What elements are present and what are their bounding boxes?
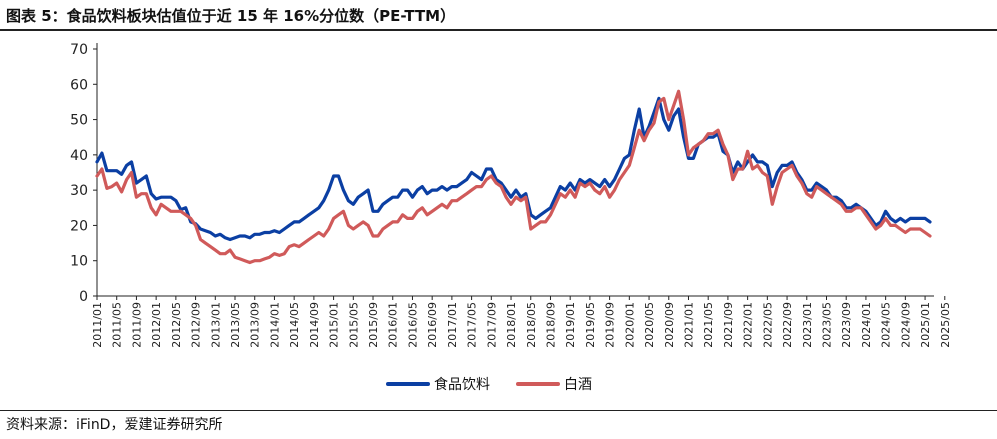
x-tick-label: 2025/05 (939, 302, 952, 348)
bottom-rule (0, 410, 997, 411)
x-tick-label: 2016/01 (387, 302, 400, 348)
x-tick-label: 2025/01 (919, 302, 932, 348)
x-tick-label: 2013/09 (249, 302, 262, 348)
x-tick-label: 2011/01 (91, 302, 104, 348)
y-tick-label: 20 (70, 218, 88, 234)
x-tick-label: 2017/05 (466, 302, 479, 348)
x-tick-label: 2019/01 (564, 302, 577, 348)
source-note: 资料来源：iFinD，爱建证券研究所 (6, 417, 223, 433)
y-tick-label: 0 (79, 289, 88, 305)
x-tick-label: 2018/05 (525, 302, 538, 348)
x-tick-label: 2016/09 (426, 302, 439, 348)
x-tick-label: 2011/09 (130, 302, 143, 348)
x-tick-label: 2018/01 (505, 302, 518, 348)
x-tick-label: 2018/09 (544, 302, 557, 348)
x-tick-label: 2013/01 (209, 302, 222, 348)
x-tick-label: 2015/01 (328, 302, 341, 348)
y-tick-label: 50 (70, 113, 88, 129)
y-tick-label: 60 (70, 77, 88, 93)
x-tick-label: 2017/01 (446, 302, 459, 348)
x-tick-label: 2021/01 (682, 302, 695, 348)
x-tick-label: 2022/05 (761, 302, 774, 348)
x-tick-label: 2023/05 (820, 302, 833, 348)
series-line-food-beverage (95, 96, 932, 242)
y-tick-label: 40 (70, 148, 88, 164)
x-tick-label: 2024/09 (899, 302, 912, 348)
x-tick-label: 2019/09 (604, 302, 617, 348)
x-tick-label: 2020/09 (663, 302, 676, 348)
x-tick-label: 2012/05 (170, 302, 183, 348)
x-tick-label: 2012/09 (190, 302, 203, 348)
x-tick-label: 2011/05 (111, 302, 124, 348)
y-tick-label: 30 (70, 183, 88, 199)
y-tick-label: 70 (70, 42, 88, 58)
x-tick-label: 2021/09 (722, 302, 735, 348)
series-line-baijiu (95, 89, 932, 265)
x-tick-label: 2014/01 (268, 302, 281, 348)
x-tick-label: 2024/05 (880, 302, 893, 348)
x-tick-label: 2017/09 (485, 302, 498, 348)
x-tick-label: 2020/05 (643, 302, 656, 348)
x-tick-label: 2013/05 (229, 302, 242, 348)
x-tick-label: 2019/05 (584, 302, 597, 348)
x-tick-label: 2023/01 (801, 302, 814, 348)
top-rule (0, 29, 997, 31)
x-tick-label: 2016/05 (406, 302, 419, 348)
x-tick-label: 2024/01 (860, 302, 873, 348)
x-tick-label: 2023/09 (840, 302, 853, 348)
y-tick-label: 10 (70, 254, 88, 270)
x-tick-label: 2021/05 (702, 302, 715, 348)
x-tick-label: 2014/05 (288, 302, 301, 348)
legend-label-food-beverage: 食品饮料 (434, 376, 490, 393)
legend-label-baijiu: 白酒 (564, 377, 592, 393)
x-tick-label: 2012/01 (150, 302, 163, 348)
x-tick-label: 2014/09 (308, 302, 321, 348)
x-tick-label: 2015/09 (367, 302, 380, 348)
x-tick-label: 2022/01 (742, 302, 755, 348)
x-tick-label: 2022/09 (781, 302, 794, 348)
chart-title: 图表 5：食品饮料板块估值位于近 15 年 16%分位数（PE-TTM） (6, 7, 456, 25)
x-tick-label: 2020/01 (623, 302, 636, 348)
x-tick-label: 2015/05 (347, 302, 360, 348)
